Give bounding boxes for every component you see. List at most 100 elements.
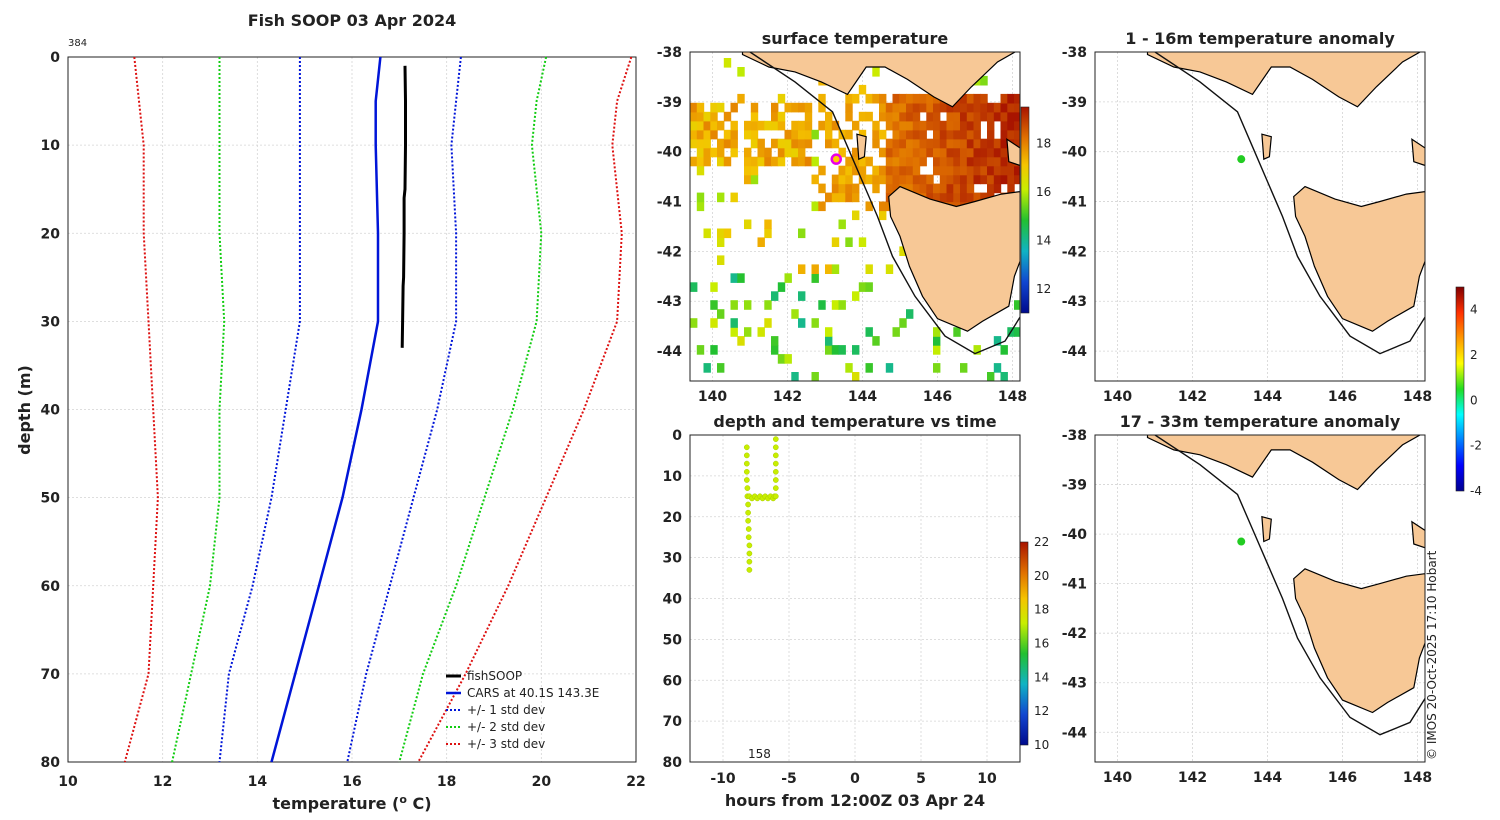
sst-location-marker <box>830 153 842 165</box>
sst-cell <box>980 192 988 203</box>
sst-cell <box>980 174 988 185</box>
sst-cell <box>973 102 981 113</box>
sst-cell <box>771 345 779 355</box>
sst-cell <box>730 318 738 328</box>
sst-cell <box>838 174 846 185</box>
sst-cell <box>696 138 705 149</box>
sst-cell <box>744 174 752 185</box>
sst-cell <box>703 156 711 167</box>
sst-cell <box>973 156 981 167</box>
profile-xtick: 20 <box>532 774 552 790</box>
sst-cell <box>987 111 995 122</box>
sst-cell <box>784 354 792 364</box>
depth-time-panel: -10 -5 0 5 10 0 10 20 30 40 50 60 70 80 10 12 14 16 18 20 22 <box>663 428 1050 787</box>
sst-cell <box>744 327 752 337</box>
sst-cell <box>710 111 718 122</box>
sst-cell <box>966 165 975 176</box>
sst-cell <box>730 192 738 203</box>
sst-cell <box>764 228 772 239</box>
depth-time-point <box>745 526 752 532</box>
sst-cell <box>946 102 954 113</box>
depth-time-colorbar <box>1019 541 1029 746</box>
depth-time-point <box>772 493 779 500</box>
sst-ytick: -39 <box>657 95 682 111</box>
sst-cell <box>764 156 772 167</box>
sst-cell <box>919 129 927 140</box>
sst-cell <box>966 174 975 185</box>
sst-cell <box>784 147 792 158</box>
sst-cell <box>838 183 846 194</box>
sst-cell <box>1014 111 1020 122</box>
anomaly1-land <box>1146 52 1425 355</box>
sst-cell <box>690 111 698 122</box>
sst-cell <box>852 165 860 176</box>
sst-cell <box>946 129 954 140</box>
anomaly2-location-marker <box>1237 537 1246 546</box>
sst-cell <box>845 156 853 167</box>
sst-cell <box>764 219 772 230</box>
sst-cell <box>987 129 995 140</box>
sst-cell <box>892 174 900 185</box>
sst-cell <box>885 165 894 176</box>
sst-cell <box>798 102 806 113</box>
sst-cell <box>710 102 718 113</box>
sst-cell <box>1000 120 1008 131</box>
sst-cell <box>973 129 981 140</box>
sst-cell <box>831 138 840 149</box>
sst-cell <box>690 282 698 292</box>
anomaly1-xtick: 146 <box>1328 389 1357 405</box>
sst-cell <box>811 174 819 185</box>
sst-cell <box>933 363 941 373</box>
sst-cell <box>960 165 968 176</box>
sst-cell <box>730 147 738 158</box>
depth-time-xtick: -5 <box>781 771 797 787</box>
sst-cell <box>966 156 975 167</box>
sst-cell <box>730 300 738 310</box>
sst-cell <box>818 300 826 310</box>
sst-cell <box>696 129 705 140</box>
sst-cell <box>791 129 799 140</box>
sst-cell <box>703 129 711 140</box>
sst-cell <box>987 165 995 176</box>
depth-time-point <box>744 485 751 491</box>
sst-cell <box>1014 327 1020 337</box>
sst-cell <box>838 345 846 355</box>
sst-cell <box>777 147 786 158</box>
sst-cell <box>811 156 819 167</box>
sst-cell <box>852 372 860 381</box>
sst-cell <box>744 147 752 158</box>
sst-cell <box>939 129 948 140</box>
sst-cell <box>777 156 786 167</box>
depth-time-point <box>745 517 751 524</box>
sst-cell <box>919 174 927 185</box>
sst-cell <box>919 183 927 194</box>
sst-cell <box>865 93 873 104</box>
sst-cell <box>906 138 914 149</box>
sst-cell <box>791 156 799 167</box>
sst-cell <box>912 120 921 131</box>
sst-cell <box>791 138 799 149</box>
sst-cell <box>717 192 725 203</box>
sst-cell <box>980 102 988 113</box>
sst-cell <box>845 183 853 194</box>
anomaly-colorbar <box>1455 286 1465 492</box>
sst-cell <box>858 282 867 292</box>
sst-ytick: -42 <box>657 244 682 260</box>
sst-cell <box>933 192 941 203</box>
sst-cell <box>1000 372 1008 381</box>
sst-cell <box>899 147 907 158</box>
sst-land <box>741 52 1020 355</box>
sst-cell <box>946 165 954 176</box>
sst-cell <box>1007 102 1015 113</box>
sst-cell <box>845 93 853 104</box>
anomaly1-frame <box>1094 51 1426 382</box>
sst-cell <box>838 300 846 310</box>
sst-cell <box>1007 111 1015 122</box>
profile-xlabel-sup: o <box>399 793 407 806</box>
sst-cell <box>811 273 819 283</box>
sst-cell <box>879 165 887 176</box>
anomaly2-flinders-island <box>1411 520 1425 549</box>
sst-cell <box>744 156 752 167</box>
sst-cell <box>912 147 921 158</box>
depth-time-ytick: 60 <box>663 673 683 689</box>
